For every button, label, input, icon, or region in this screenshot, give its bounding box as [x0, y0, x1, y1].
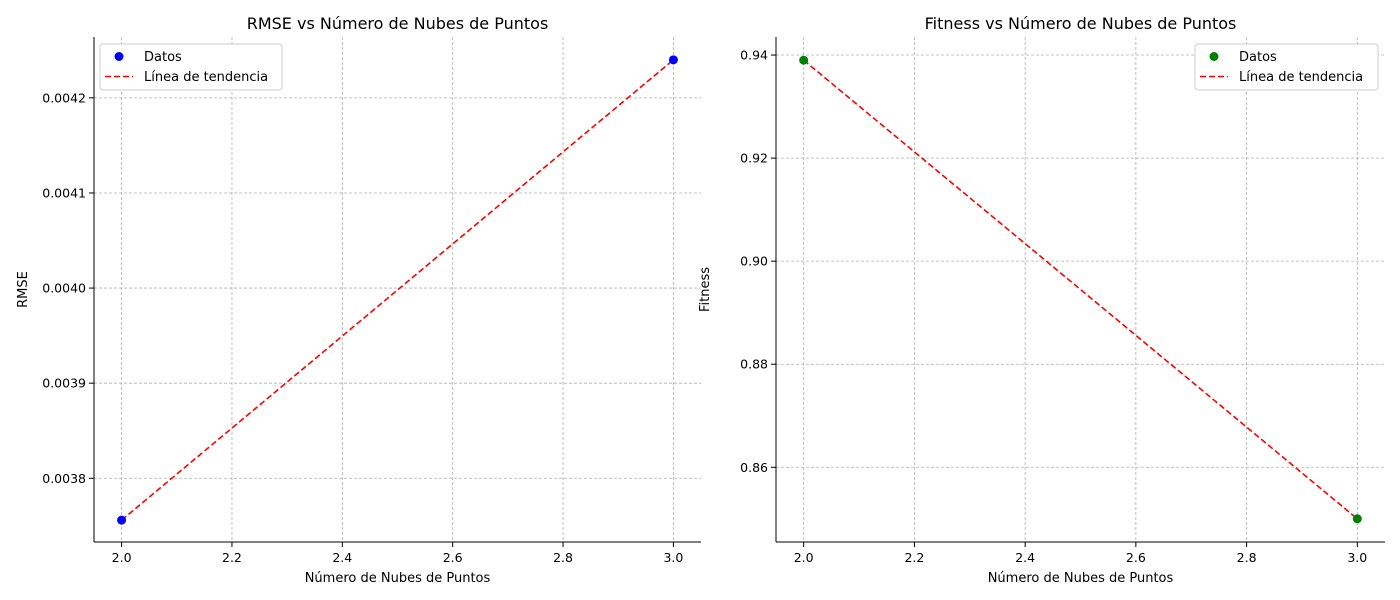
legend-box — [1194, 43, 1379, 91]
y-tick-label: 0.0042 — [42, 90, 86, 105]
legend-box — [99, 43, 283, 91]
x-tick-label: 3.0 — [1347, 550, 1367, 565]
data-point — [668, 55, 678, 65]
y-tick-label: 0.0038 — [42, 471, 86, 486]
data-point — [117, 515, 127, 525]
x-tick-label: 2.0 — [112, 550, 132, 565]
x-tick-label: 2.6 — [443, 550, 463, 565]
chart-title: RMSE vs Número de Nubes de Puntos — [247, 14, 549, 33]
y-tick-label: 0.94 — [740, 48, 768, 63]
x-tick-label: 2.0 — [794, 550, 814, 565]
chart-title: Fitness vs Número de Nubes de Puntos — [925, 14, 1237, 33]
data-point — [799, 55, 809, 65]
x-axis-label: Número de Nubes de Puntos — [305, 571, 491, 586]
trend-line — [803, 59, 1358, 520]
legend-marker — [1209, 52, 1219, 61]
x-tick-label: 2.4 — [332, 550, 352, 565]
trend-line — [121, 59, 674, 521]
legend-label: Línea de tendencia — [1239, 70, 1363, 85]
data-point — [1352, 514, 1362, 524]
x-axis-label: Número de Nubes de Puntos — [988, 571, 1174, 586]
x-tick-label: 2.8 — [1237, 550, 1257, 565]
legend-marker — [114, 52, 124, 61]
y-axis-label: RMSE — [16, 271, 31, 308]
y-tick-label: 0.90 — [740, 254, 768, 269]
x-tick-label: 2.2 — [904, 550, 924, 565]
legend: Datos Línea de tendencia — [99, 43, 283, 91]
x-tick-label: 2.8 — [553, 550, 573, 565]
y-tick-label: 0.0039 — [42, 376, 86, 391]
rmse-chart: 2.0 2.2 2.4 2.6 2.8 3.0 0.0038 0.0039 0.0040 0.00… — [16, 14, 701, 586]
x-tick-label: 2.2 — [222, 550, 242, 565]
x-tick-label: 2.6 — [1126, 550, 1146, 565]
legend-label: Línea de tendencia — [144, 70, 268, 85]
x-tick-label: 3.0 — [663, 550, 683, 565]
y-tick-label: 0.92 — [740, 151, 768, 166]
x-tick-label: 2.4 — [1015, 550, 1035, 565]
legend-label: Datos — [144, 50, 182, 65]
y-tick-label: 0.0041 — [42, 185, 86, 200]
y-tick-label: 0.86 — [740, 460, 768, 475]
y-tick-label: 0.0040 — [42, 281, 86, 296]
fitness-chart: 2.0 2.2 2.4 2.6 2.8 3.0 0.86 0.88 0.90 0.92 0.94 Fi… — [698, 14, 1385, 586]
legend: Datos Línea de tendencia — [1194, 43, 1379, 91]
y-axis-label: Fitness — [698, 267, 713, 312]
y-tick-label: 0.88 — [740, 357, 768, 372]
legend-label: Datos — [1239, 50, 1277, 65]
